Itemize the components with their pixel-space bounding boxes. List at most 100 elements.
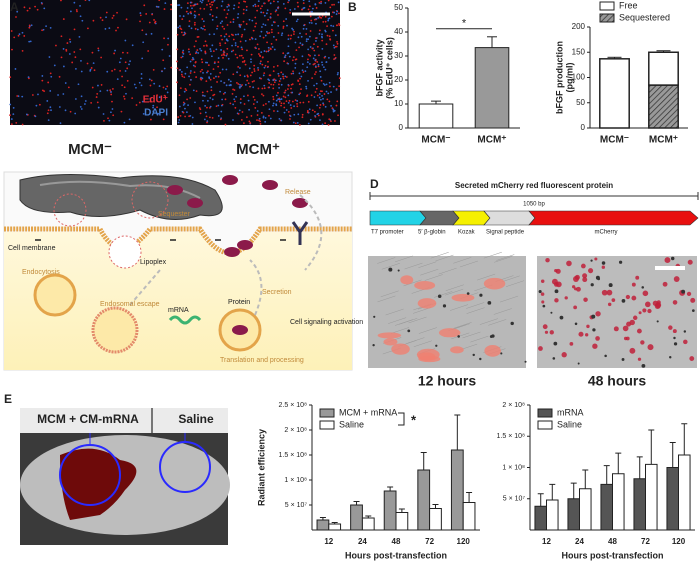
cell-dot <box>271 24 273 27</box>
cell-dot <box>232 103 235 106</box>
cell-blob <box>540 279 545 283</box>
cell-dot <box>224 91 226 94</box>
cell-dot <box>302 101 305 104</box>
cell-dot <box>204 105 207 107</box>
cell-dot <box>217 65 220 68</box>
cell-dot <box>206 106 208 109</box>
cell-dot <box>45 25 47 28</box>
cell-dot <box>204 40 207 43</box>
cell-dot <box>273 21 276 24</box>
cell-dot <box>215 75 217 78</box>
y-tick-label: 2 × 10⁸ <box>502 402 525 409</box>
cell-blob <box>672 300 678 305</box>
bar <box>316 519 330 531</box>
fiber <box>418 261 437 268</box>
cell-dot <box>179 114 182 117</box>
cell-dot <box>249 122 252 124</box>
cell-dot <box>237 33 240 36</box>
cell-dot <box>322 102 325 105</box>
cell-dot <box>318 54 320 57</box>
bar <box>612 473 625 531</box>
cell-dot <box>265 12 268 15</box>
legend-label: MCM + mRNA <box>339 407 397 417</box>
cell-dot <box>269 13 272 15</box>
x-tick-label: MCM⁻ <box>421 135 450 146</box>
cell-dot <box>222 53 225 55</box>
cell-dot <box>257 53 260 55</box>
cell-dot <box>183 31 186 34</box>
cell-dot <box>84 0 87 2</box>
cell-dot <box>192 64 195 67</box>
diagram-label: mRNA <box>168 307 189 314</box>
legend-label: Saline <box>557 419 582 429</box>
cell-dot <box>257 69 260 71</box>
cell-dot <box>187 48 190 51</box>
cell-dot <box>321 90 323 93</box>
x-tick-label: MCM⁻ <box>600 135 629 146</box>
cell-dot <box>320 35 323 38</box>
cell-dot <box>227 3 230 6</box>
cell-dot <box>97 49 100 52</box>
cell-dot <box>270 83 273 86</box>
cell-dot <box>188 20 191 23</box>
cell-dot <box>28 40 31 43</box>
bar <box>429 508 442 531</box>
cell-dot <box>227 78 230 81</box>
fiber <box>451 332 470 340</box>
cell-dot <box>190 27 193 30</box>
cell-dot <box>277 75 280 77</box>
cell-dot <box>121 84 124 87</box>
cell-dot <box>223 9 226 11</box>
debris <box>479 293 483 297</box>
cell-dot <box>252 29 255 32</box>
cell-dot <box>185 10 188 13</box>
cell-dot <box>240 118 243 121</box>
cell-blob <box>544 330 549 334</box>
cell-dot <box>182 34 185 37</box>
cell-dot <box>297 113 300 116</box>
cell-dot <box>306 95 308 98</box>
cell-dot <box>213 61 216 63</box>
cell-dot <box>207 0 210 2</box>
cell-dot <box>217 75 220 78</box>
cell-dot <box>301 69 304 72</box>
cell-dot <box>125 92 127 95</box>
cell-dot <box>162 59 165 62</box>
cell-dot <box>242 8 245 11</box>
x-tick-label: 72 <box>641 537 650 546</box>
cell-dot <box>189 97 192 99</box>
cell-dot <box>65 48 68 51</box>
cell-dot <box>209 105 212 108</box>
image-label: MCM⁻ <box>68 141 112 158</box>
cell-dot <box>93 69 96 72</box>
cell-dot <box>202 27 204 30</box>
legend-swatch <box>599 1 615 11</box>
cell-dot <box>335 13 338 15</box>
cell-blob <box>625 294 630 300</box>
cell-dot <box>232 73 235 76</box>
cell-dot <box>289 11 291 14</box>
cell-dot <box>34 5 36 8</box>
cell-dot <box>140 73 143 75</box>
cell-dot <box>232 88 234 91</box>
bar-segment <box>648 84 679 129</box>
cell-dot <box>141 57 144 60</box>
cell-dot <box>307 8 310 11</box>
cell-dot <box>74 56 77 59</box>
cell-dot <box>322 82 325 85</box>
cell-dot <box>237 6 240 9</box>
y-tick-label: 2.5 × 10⁸ <box>279 402 307 409</box>
cell-dot <box>311 77 314 80</box>
cell-dot <box>55 44 57 47</box>
cell-dot <box>282 77 285 80</box>
cell-dot <box>176 48 179 51</box>
cell-dot <box>267 18 270 21</box>
cell-dot <box>210 1 213 4</box>
cell-dot <box>207 70 209 73</box>
cell-dot <box>16 95 19 97</box>
cell-dot <box>189 60 192 63</box>
cell-dot <box>284 54 287 57</box>
cell-dot <box>318 93 321 95</box>
cell-dot <box>289 118 291 120</box>
cell-dot <box>299 123 301 126</box>
